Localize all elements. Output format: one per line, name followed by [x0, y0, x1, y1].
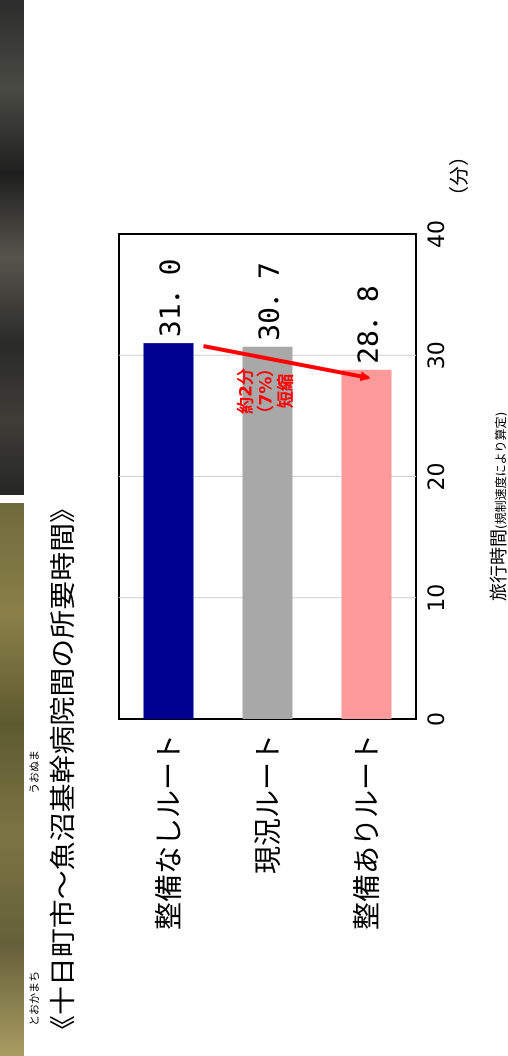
- tick-label: 0: [425, 712, 450, 726]
- tick-label: 40: [425, 220, 450, 248]
- photo-strip-bottom: [0, 503, 24, 1056]
- reduction-arrow: [203, 344, 371, 382]
- value-label: 31．0: [154, 259, 187, 338]
- bar: [341, 369, 392, 719]
- title-ruby-left: とおかまち: [28, 971, 41, 1026]
- category-label: 現況ルート: [252, 734, 285, 874]
- axis-title: 旅行時間(規制速度により算定): [489, 412, 508, 601]
- annotation-line-1: 約2分: [236, 368, 257, 414]
- axis-title-note: (規制速度により算定): [493, 412, 508, 529]
- category-label: 整備ありルート: [351, 734, 384, 930]
- category-label: 整備なしルート: [153, 734, 186, 930]
- axis-title-main: 旅行時間: [489, 529, 508, 601]
- annotation-line-2: （7%）: [256, 360, 277, 423]
- annotation-line-3: 短縮: [276, 374, 297, 408]
- tick-label: 20: [425, 463, 450, 491]
- tick-label: 10: [425, 584, 450, 612]
- value-label: 28．8: [352, 285, 385, 364]
- bar: [242, 346, 293, 719]
- bar: [143, 343, 194, 719]
- chart-title: 《十日町市～魚沼基幹病院間の所要時間》: [49, 494, 79, 1044]
- title-ruby-right: うおぬま: [28, 750, 41, 794]
- value-label: 30．7: [253, 262, 286, 341]
- tick-label: 30: [425, 341, 450, 369]
- photo-strip-top: [0, 0, 24, 495]
- axis-unit: （分）: [447, 146, 471, 206]
